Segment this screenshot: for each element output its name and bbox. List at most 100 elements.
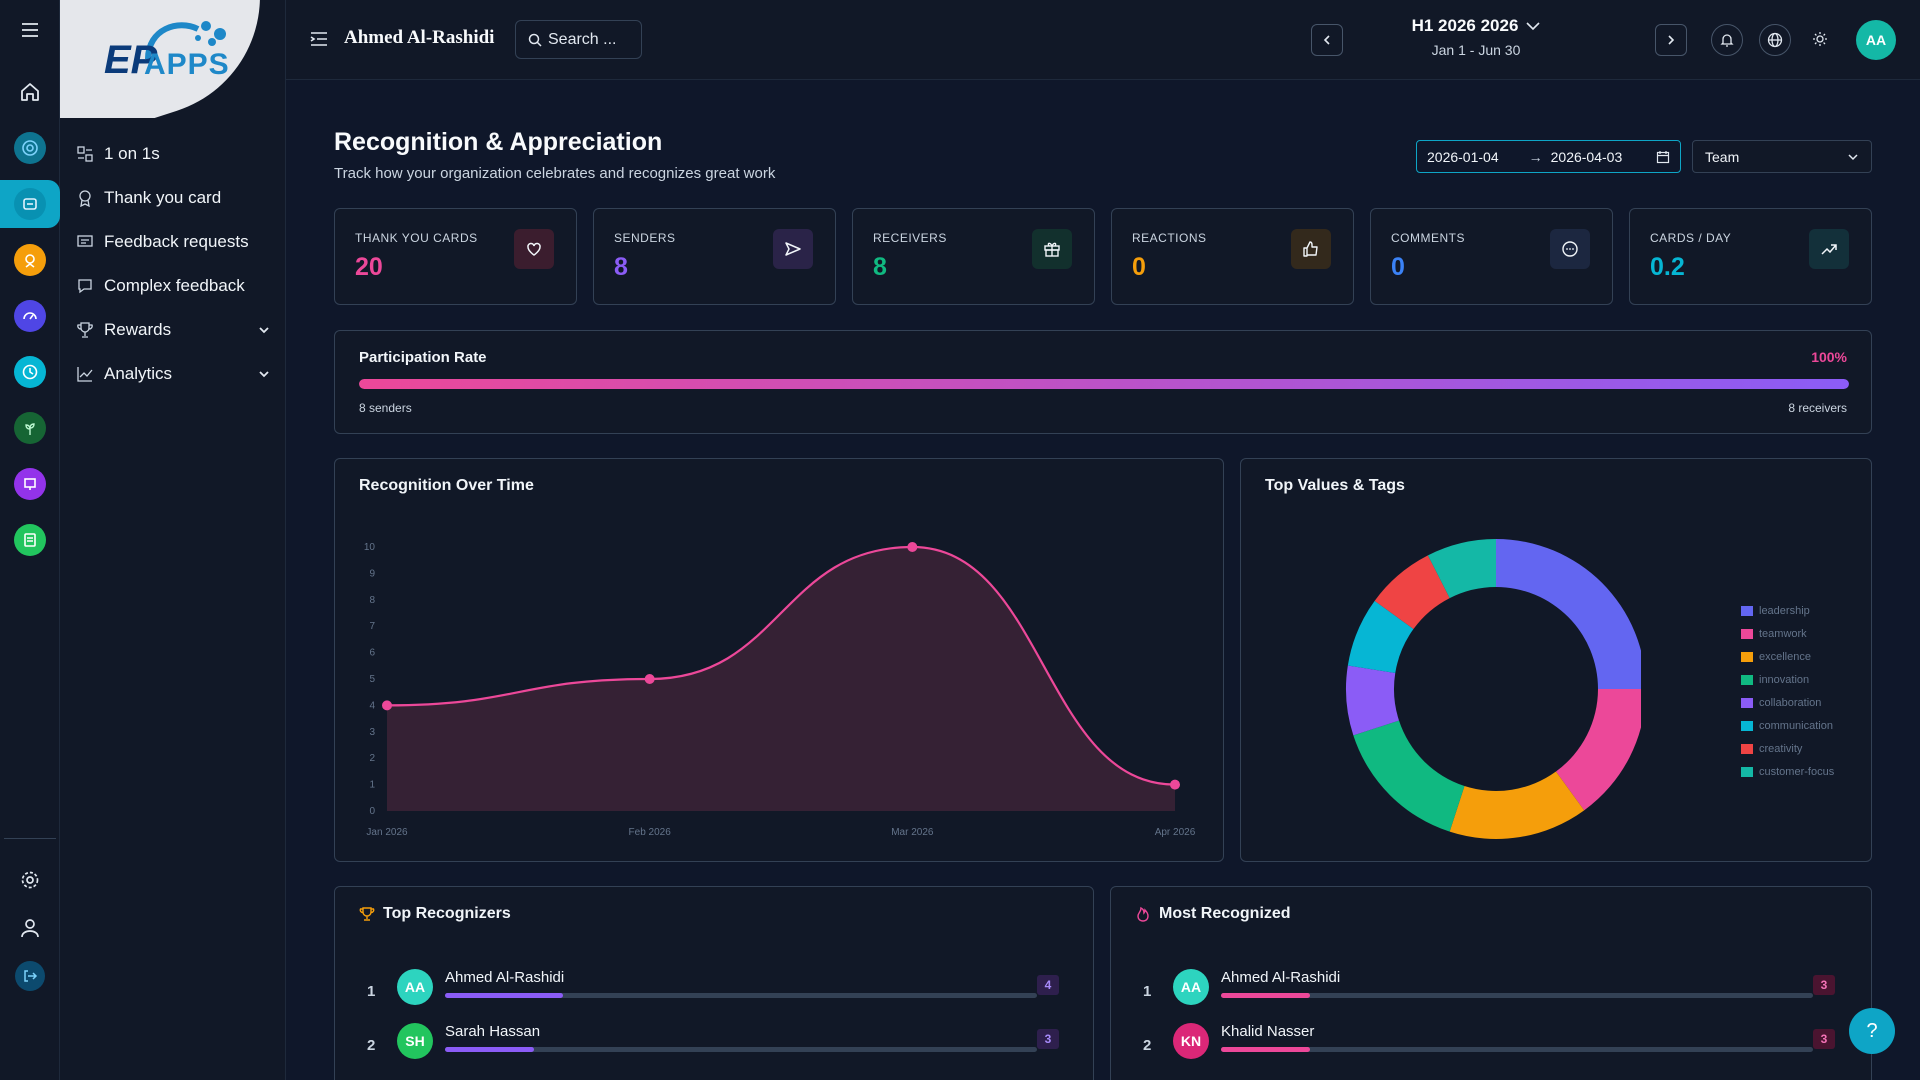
scope-select[interactable]: Team [1692,140,1872,173]
rank-bar [1221,1047,1813,1052]
search-icon [528,33,542,47]
stat-card-receivers: RECEIVERS 8 [852,208,1095,305]
legend-label: collaboration [1759,696,1822,709]
rank-number: 1 [1143,983,1152,1000]
donut-slice-excellence[interactable] [1449,771,1585,839]
notifications-button[interactable] [1711,24,1743,56]
legend-item-creativity[interactable]: creativity [1741,737,1834,760]
help-button[interactable]: ? [1849,1008,1895,1054]
rewards-app-icon[interactable] [0,236,60,284]
legend-item-leadership[interactable]: leadership [1741,599,1834,622]
sidebar-item-complex-feedback[interactable]: Complex feedback [76,268,276,304]
legend-item-excellence[interactable]: excellence [1741,645,1834,668]
donut-slice-communication[interactable] [1347,600,1414,674]
stat-label: SENDERS [614,231,676,245]
sidebar-item-label: 1 on 1s [104,144,160,163]
rank-row[interactable]: 2 SH Sarah Hassan 3 [359,1023,1059,1067]
chevron-left-icon [1323,35,1330,45]
date-to[interactable]: 2026-04-03 [1550,148,1623,165]
stat-card-senders: SENDERS 8 [593,208,836,305]
legend-item-teamwork[interactable]: teamwork [1741,622,1834,645]
gauge-app-icon[interactable] [0,292,60,340]
data-point[interactable] [382,700,392,711]
donut-slice-leadership[interactable] [1496,539,1641,689]
stat-label: REACTIONS [1132,231,1207,245]
thumbs-up-icon [1291,229,1331,269]
participation-rate-card: Participation Rate 100% 8 senders 8 rece… [334,330,1872,434]
search-input[interactable]: Search ... [515,20,642,59]
legend-item-communication[interactable]: communication [1741,714,1834,737]
donut-slice-teamwork[interactable] [1555,689,1641,811]
presentation-app-icon[interactable] [0,460,60,508]
rank-row[interactable]: 1 AA Ahmed Al-Rashidi 3 [1135,969,1835,1013]
legend-item-collaboration[interactable]: collaboration [1741,691,1834,714]
plant-app-icon[interactable] [0,404,60,452]
settings-icon[interactable] [0,856,60,904]
y-tick-label: 1 [369,780,375,791]
date-from[interactable]: 2026-01-04 [1427,148,1499,165]
legend-item-innovation[interactable]: innovation [1741,668,1834,691]
stat-label: RECEIVERS [873,231,947,245]
sidebar-item-label: Rewards [104,320,172,339]
x-tick-label: Jan 2026 [366,827,408,838]
legend-item-customer-focus[interactable]: customer-focus [1741,760,1834,783]
theme-toggle-sun-icon[interactable] [1812,31,1828,47]
chat-icon [78,279,92,294]
thank-you-app-icon[interactable] [0,180,60,228]
y-tick-label: 3 [369,727,375,738]
language-button[interactable] [1759,24,1791,56]
legend-label: teamwork [1759,627,1807,640]
donut-slice-innovation[interactable] [1353,720,1465,832]
logo[interactable]: EP APPS [60,0,270,118]
most-recognized-panel: Most Recognized 1 AA Ahmed Al-Rashidi 3 … [1110,886,1872,1080]
chart-icon [77,367,93,382]
trophy-icon [77,322,93,338]
stat-value: 20 [355,253,383,281]
previous-period-button[interactable] [1311,24,1343,56]
sidebar-item-label: Thank you card [104,188,222,207]
data-point[interactable] [907,542,918,552]
sidebar-item-1-on-1s[interactable]: 1 on 1s [76,136,276,172]
legend-swatch [1741,743,1753,754]
rail-divider [4,838,56,839]
sidebar-item-analytics[interactable]: Analytics [76,356,276,392]
donut-slice-creativity[interactable] [1374,555,1450,630]
avatar: KN [1173,1023,1209,1059]
sidebar-item-label: Feedback requests [104,232,249,251]
x-tick-label: Feb 2026 [629,827,672,838]
avatar: SH [397,1023,433,1059]
legend-swatch [1741,766,1753,777]
data-point[interactable] [1170,779,1180,790]
survey-app-icon[interactable] [0,516,60,564]
clock-app-icon[interactable] [0,348,60,396]
legend-swatch [1741,674,1753,685]
recognition-over-time-chart: 0 1 2 3 4 5 6 7 8 9 10 Jan 2026 Feb 2026 Mar 2026 Apr … [364,542,1196,838]
rank-row[interactable]: 1 AA Ahmed Al-Rashidi 4 [359,969,1059,1013]
rank-bar [445,993,1037,998]
date-range-picker[interactable]: 2026-01-04 → 2026-04-03 [1416,140,1681,173]
scope-value: Team [1705,148,1740,165]
data-point[interactable] [644,674,655,684]
stat-card-thank-you-cards: THANK YOU CARDS 20 [334,208,577,305]
count-badge: 3 [1813,1029,1835,1049]
stat-label: COMMENTS [1391,231,1465,245]
period-selector[interactable]: H1 2026 2026 Jan 1 - Jun 30 [1406,16,1546,58]
logout-icon[interactable] [0,952,60,1000]
sidebar-item-thank-you-card[interactable]: Thank you card [76,180,276,216]
sidebar-item-rewards[interactable]: Rewards [76,312,276,348]
user-icon[interactable] [0,904,60,952]
user-avatar[interactable]: AA [1856,20,1896,60]
donut-slice-customer-focus[interactable] [1427,539,1496,599]
collapse-sidebar-icon[interactable] [310,30,328,48]
menu-icon[interactable] [0,6,60,54]
target-icon[interactable] [0,124,60,172]
rank-row[interactable]: 2 KN Khalid Nasser 3 [1135,1023,1835,1067]
sidebar-item-feedback-requests[interactable]: Feedback requests [76,224,276,260]
home-icon[interactable] [0,68,60,116]
heart-icon [514,229,554,269]
donut-slice-collaboration[interactable] [1346,665,1399,736]
next-period-button[interactable] [1655,24,1687,56]
count-badge: 4 [1037,975,1059,995]
feedback-request-icon [77,235,93,247]
y-tick-label: 10 [364,542,376,553]
